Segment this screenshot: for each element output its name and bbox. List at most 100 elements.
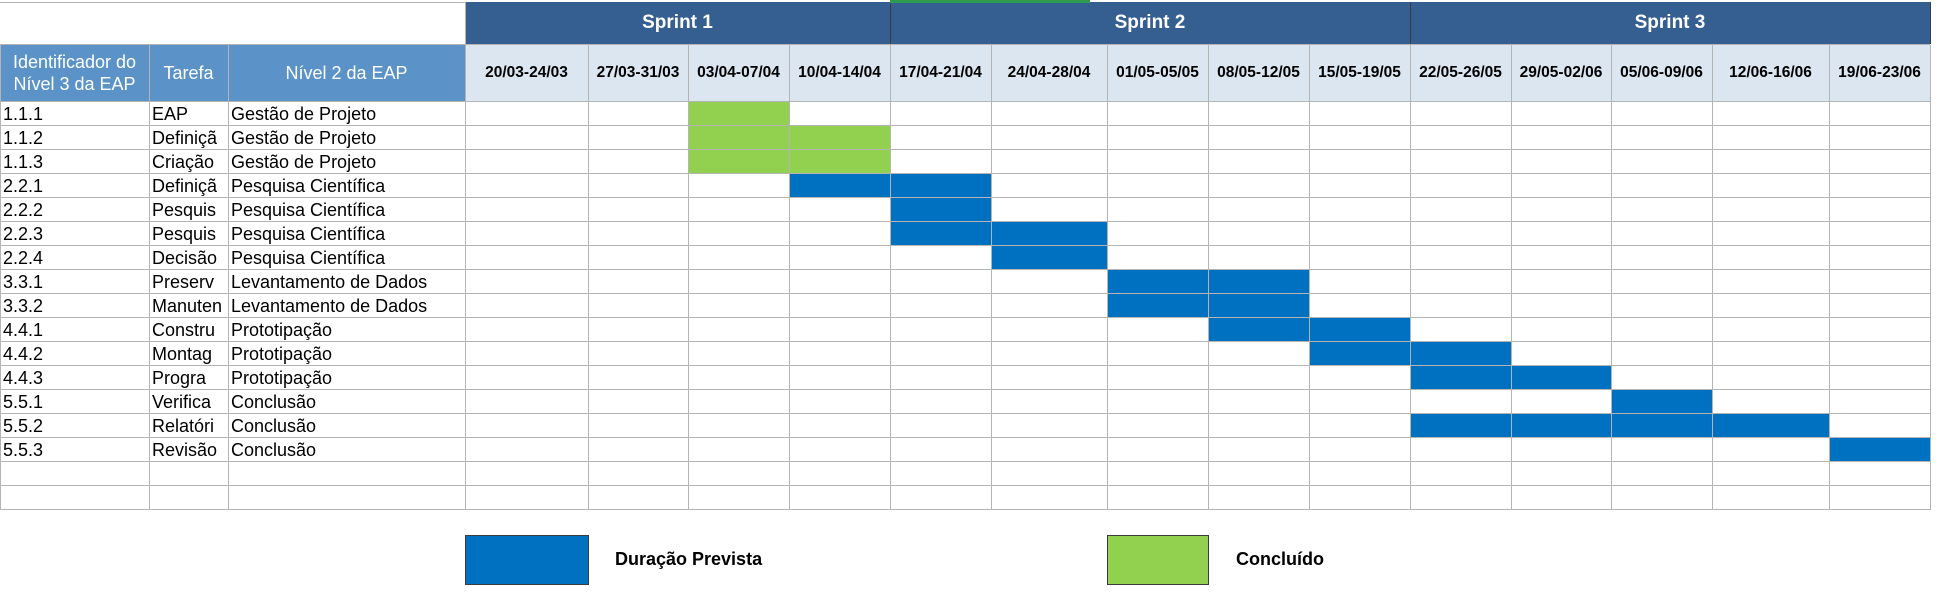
cell-task[interactable]: Constru: [152, 320, 216, 340]
gridline: [1309, 45, 1310, 510]
gridline: [149, 45, 150, 510]
cell-id[interactable]: 1.1.1: [3, 104, 44, 124]
week-header: 15/05-19/05: [1309, 45, 1410, 101]
cell-level2[interactable]: Conclusão: [231, 440, 317, 460]
gridline: [0, 44, 1930, 45]
week-header: 27/03-31/03: [588, 45, 688, 101]
bar-planned: [991, 246, 1107, 270]
cell-id[interactable]: 5.5.3: [3, 440, 44, 460]
cell-level2[interactable]: Pesquisa Científica: [231, 176, 386, 196]
cell-task[interactable]: Revisão: [152, 440, 218, 460]
cell-task[interactable]: Manuten: [152, 296, 223, 316]
gridline: [0, 197, 1930, 198]
week-header: 01/05-05/05: [1107, 45, 1208, 101]
week-header: 29/05-02/06: [1511, 45, 1611, 101]
cell-id[interactable]: [0, 462, 149, 486]
cell-task[interactable]: Progra: [152, 368, 207, 388]
selection-accent: [890, 0, 1090, 3]
bar-completed: [688, 150, 789, 174]
bar-planned: [1107, 270, 1208, 294]
cell-task[interactable]: Montag: [152, 344, 213, 364]
week-header: 03/04-07/04: [688, 45, 789, 101]
cell-task[interactable]: Pesquis: [152, 200, 217, 220]
bar-planned: [1511, 366, 1611, 390]
cell-task[interactable]: Verifica: [152, 392, 212, 412]
bar-planned: [890, 222, 991, 246]
gridline: [991, 45, 992, 510]
gridline: [0, 2, 465, 3]
sprint-header-1: Sprint 1: [465, 2, 890, 44]
gridline: [1511, 45, 1512, 510]
gridline: [1410, 2, 1411, 44]
bar-planned: [1410, 414, 1511, 438]
gridline: [0, 125, 1930, 126]
cell-task[interactable]: Decisão: [152, 248, 218, 268]
legend-completed-swatch: [1107, 535, 1209, 585]
cell-id[interactable]: 5.5.1: [3, 392, 44, 412]
cell-id[interactable]: 2.2.1: [3, 176, 44, 196]
cell-id[interactable]: 2.2.2: [3, 200, 44, 220]
cell-level2[interactable]: [228, 486, 465, 510]
cell-id[interactable]: 2.2.3: [3, 224, 44, 244]
cell-id[interactable]: 4.4.1: [3, 320, 44, 340]
gridline: [789, 45, 790, 510]
cell-task[interactable]: EAP: [152, 104, 189, 124]
cell-id[interactable]: 1.1.2: [3, 128, 44, 148]
cell-id[interactable]: 4.4.3: [3, 368, 44, 388]
cell-task[interactable]: Preserv: [152, 272, 215, 292]
gridline: [0, 221, 1930, 222]
bar-planned: [1511, 414, 1611, 438]
gridline: [0, 101, 1930, 102]
gridline: [1930, 2, 1931, 44]
cell-level2[interactable]: Levantamento de Dados: [231, 272, 428, 292]
gridline: [0, 149, 1930, 150]
gridline: [0, 173, 1930, 174]
cell-id[interactable]: 1.1.3: [3, 152, 44, 172]
cell-level2[interactable]: Pesquisa Científica: [231, 224, 386, 244]
bar-completed: [688, 102, 789, 126]
bar-planned: [890, 198, 991, 222]
cell-level2[interactable]: Gestão de Projeto: [231, 128, 377, 148]
gridline: [1208, 45, 1209, 510]
cell-level2[interactable]: Prototipação: [231, 320, 333, 340]
cell-task[interactable]: Criação: [152, 152, 215, 172]
cell-task[interactable]: Pesquis: [152, 224, 217, 244]
gridline: [890, 2, 891, 44]
gridline: [588, 45, 589, 510]
cell-id[interactable]: [0, 486, 149, 510]
week-header: 24/04-28/04: [991, 45, 1107, 101]
cell-id[interactable]: 3.3.2: [3, 296, 44, 316]
cell-level2[interactable]: Pesquisa Científica: [231, 248, 386, 268]
week-header: 19/06-23/06: [1829, 45, 1930, 101]
gridline: [1930, 45, 1931, 510]
cell-level2[interactable]: Pesquisa Científica: [231, 200, 386, 220]
sprint-header-2: Sprint 2: [890, 2, 1410, 44]
header-identificador: Identificador do Nível 3 da EAP: [0, 45, 149, 101]
cell-task[interactable]: [149, 462, 228, 486]
bar-planned: [789, 174, 890, 198]
cell-task[interactable]: Definiçã: [152, 128, 218, 148]
cell-level2[interactable]: Gestão de Projeto: [231, 152, 377, 172]
cell-task[interactable]: Relatóri: [152, 416, 215, 436]
week-header: 12/06-16/06: [1712, 45, 1829, 101]
cell-task[interactable]: Definiçã: [152, 176, 218, 196]
header-nivel2: Nível 2 da EAP: [228, 45, 465, 101]
cell-level2[interactable]: Levantamento de Dados: [231, 296, 428, 316]
cell-id[interactable]: 2.2.4: [3, 248, 44, 268]
cell-level2[interactable]: Prototipação: [231, 368, 333, 388]
bar-planned: [1309, 342, 1410, 366]
header-tarefa: Tarefa: [149, 45, 228, 101]
cell-id[interactable]: 4.4.2: [3, 344, 44, 364]
cell-level2[interactable]: Gestão de Projeto: [231, 104, 377, 124]
cell-level2[interactable]: Conclusão: [231, 416, 317, 436]
cell-id[interactable]: 3.3.1: [3, 272, 44, 292]
gridline: [0, 317, 1930, 318]
cell-id[interactable]: 5.5.2: [3, 416, 44, 436]
bar-planned: [1410, 342, 1511, 366]
cell-level2[interactable]: Conclusão: [231, 392, 317, 412]
cell-level2[interactable]: Prototipação: [231, 344, 333, 364]
cell-task[interactable]: [149, 486, 228, 510]
legend-planned-swatch: [465, 535, 589, 585]
bar-planned: [1309, 318, 1410, 342]
cell-level2[interactable]: [228, 462, 465, 486]
